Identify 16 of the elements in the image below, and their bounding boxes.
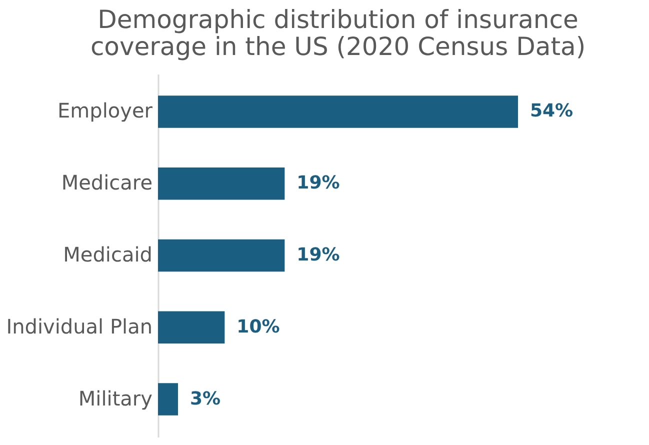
bar [158, 167, 285, 200]
bar [158, 239, 285, 272]
data-label: 19% [296, 172, 340, 194]
bar [158, 311, 225, 344]
y-tick-label: Medicare [61, 170, 152, 195]
data-label: 54% [530, 100, 574, 122]
y-tick-label: Medicaid [63, 242, 152, 266]
bar [158, 96, 518, 128]
bar [158, 383, 178, 416]
y-tick-label: Military [78, 386, 153, 410]
y-tick-label: Employer [58, 98, 154, 123]
data-label: 10% [236, 316, 280, 338]
data-label: 19% [296, 244, 340, 266]
chart-title: Demographic distribution of insurance coverage in the US (2020 Census Data) [90, 5, 586, 61]
y-tick-label: Individual Plan [6, 314, 152, 338]
data-label: 3% [190, 388, 221, 410]
